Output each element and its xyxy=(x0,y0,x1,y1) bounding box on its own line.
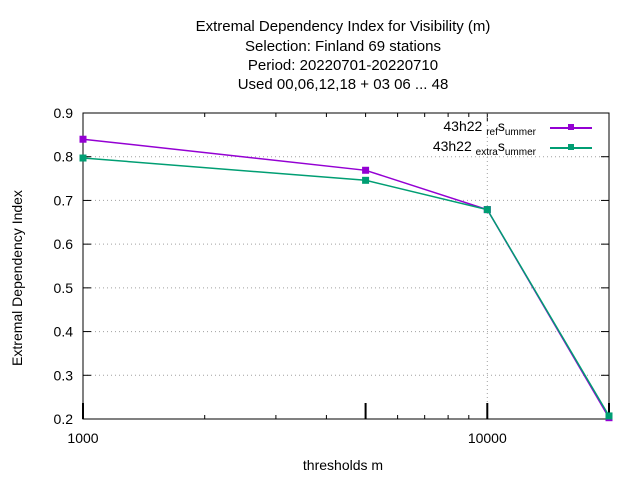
y-tick-label: 0.9 xyxy=(54,105,74,121)
plot-frame xyxy=(82,112,610,420)
legend-entry-extra: 43h22 extrasummer xyxy=(433,138,592,158)
legend-label-extra: 43h22 extrasummer xyxy=(432,138,536,158)
data-point xyxy=(79,135,87,143)
legend-swatch-ref xyxy=(550,124,592,130)
x-tick-label: 1000 xyxy=(67,430,98,446)
y-tick-label: 0.8 xyxy=(54,149,74,165)
y-axis-label: Extremal Dependency Index xyxy=(9,190,25,366)
y-tick-label: 0.7 xyxy=(54,192,74,208)
y-tick-label: 0.6 xyxy=(54,236,74,252)
y-tick-label: 0.2 xyxy=(54,411,74,427)
title-line-1: Extremal Dependency Index for Visibility… xyxy=(195,18,491,35)
y-tick-label: 0.5 xyxy=(54,280,74,296)
x-axis-label: thresholds m xyxy=(302,457,384,473)
legend-label-ref: 43h22 refsummer xyxy=(443,118,536,138)
data-point xyxy=(483,206,491,214)
title-line-4: Used 00,06,12,18 + 03 06 ... 48 xyxy=(237,76,449,93)
legend-entry-ref: 43h22 refsummer xyxy=(433,118,592,138)
title-line-2: Selection: Finland 69 stations xyxy=(245,38,441,55)
series-line-1 xyxy=(82,157,610,417)
data-point xyxy=(362,176,370,184)
y-tick-label: 0.3 xyxy=(54,367,74,383)
title-line-3: Period: 20220701-20220710 xyxy=(247,57,439,74)
data-point xyxy=(362,166,370,174)
series-line-0 xyxy=(82,138,610,419)
x-tick-label: 10000 xyxy=(468,430,507,446)
legend-swatch-extra xyxy=(550,144,592,150)
legend: 43h22 refsummer 43h22 extrasummer xyxy=(433,118,592,158)
data-point xyxy=(605,412,613,420)
y-tick-label: 0.4 xyxy=(54,324,74,340)
data-point xyxy=(79,154,87,162)
